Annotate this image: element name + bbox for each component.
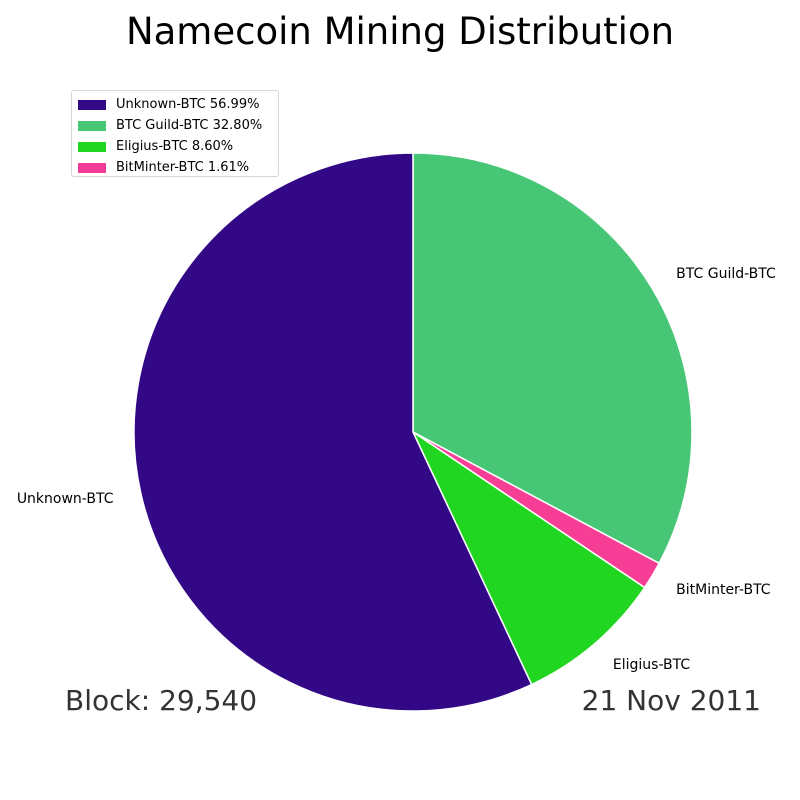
pie-slice-btc-guild-btc — [412, 152, 693, 565]
legend-label-eligius: Eligius-BTC 8.60% — [116, 139, 234, 154]
chart-legend: Unknown-BTC 56.99% BTC Guild-BTC 32.80% … — [71, 90, 279, 177]
legend-item-eligius: Eligius-BTC 8.60% — [78, 136, 278, 157]
pie-label-bitminter-btc: BitMinter-BTC — [676, 582, 771, 598]
pie-labels: BTC Guild-BTC BitMinter-BTC Eligius-BTC Unk… — [17, 266, 776, 673]
snapshot-date: 21 Nov 2011 — [581, 684, 761, 717]
legend-swatch-unknown — [78, 99, 106, 110]
pie-slice-eligius-btc — [412, 431, 646, 686]
pie-label-eligius-btc: Eligius-BTC — [613, 657, 690, 673]
pie-label-btc-guild-btc: BTC Guild-BTC — [676, 266, 776, 282]
legend-swatch-eligius — [78, 141, 106, 152]
legend-item-btc-guild: BTC Guild-BTC 32.80% — [78, 115, 278, 136]
chart-title: Namecoin Mining Distribution — [125, 10, 675, 53]
pie-slice-unknown-btc — [133, 152, 533, 712]
pie-label-unknown-btc: Unknown-BTC — [17, 491, 114, 507]
legend-label-btc-guild: BTC Guild-BTC 32.80% — [116, 118, 263, 133]
block-number: Block: 29,540 — [65, 684, 258, 717]
legend-swatch-bitminter — [78, 162, 106, 173]
legend-swatch-btc-guild — [78, 120, 106, 131]
legend-label-bitminter: BitMinter-BTC 1.61% — [116, 160, 250, 175]
pie-slices — [133, 152, 693, 712]
legend-item-unknown: Unknown-BTC 56.99% — [78, 94, 278, 115]
legend-label-unknown: Unknown-BTC 56.99% — [116, 97, 260, 112]
legend-item-bitminter: BitMinter-BTC 1.61% — [78, 157, 278, 178]
